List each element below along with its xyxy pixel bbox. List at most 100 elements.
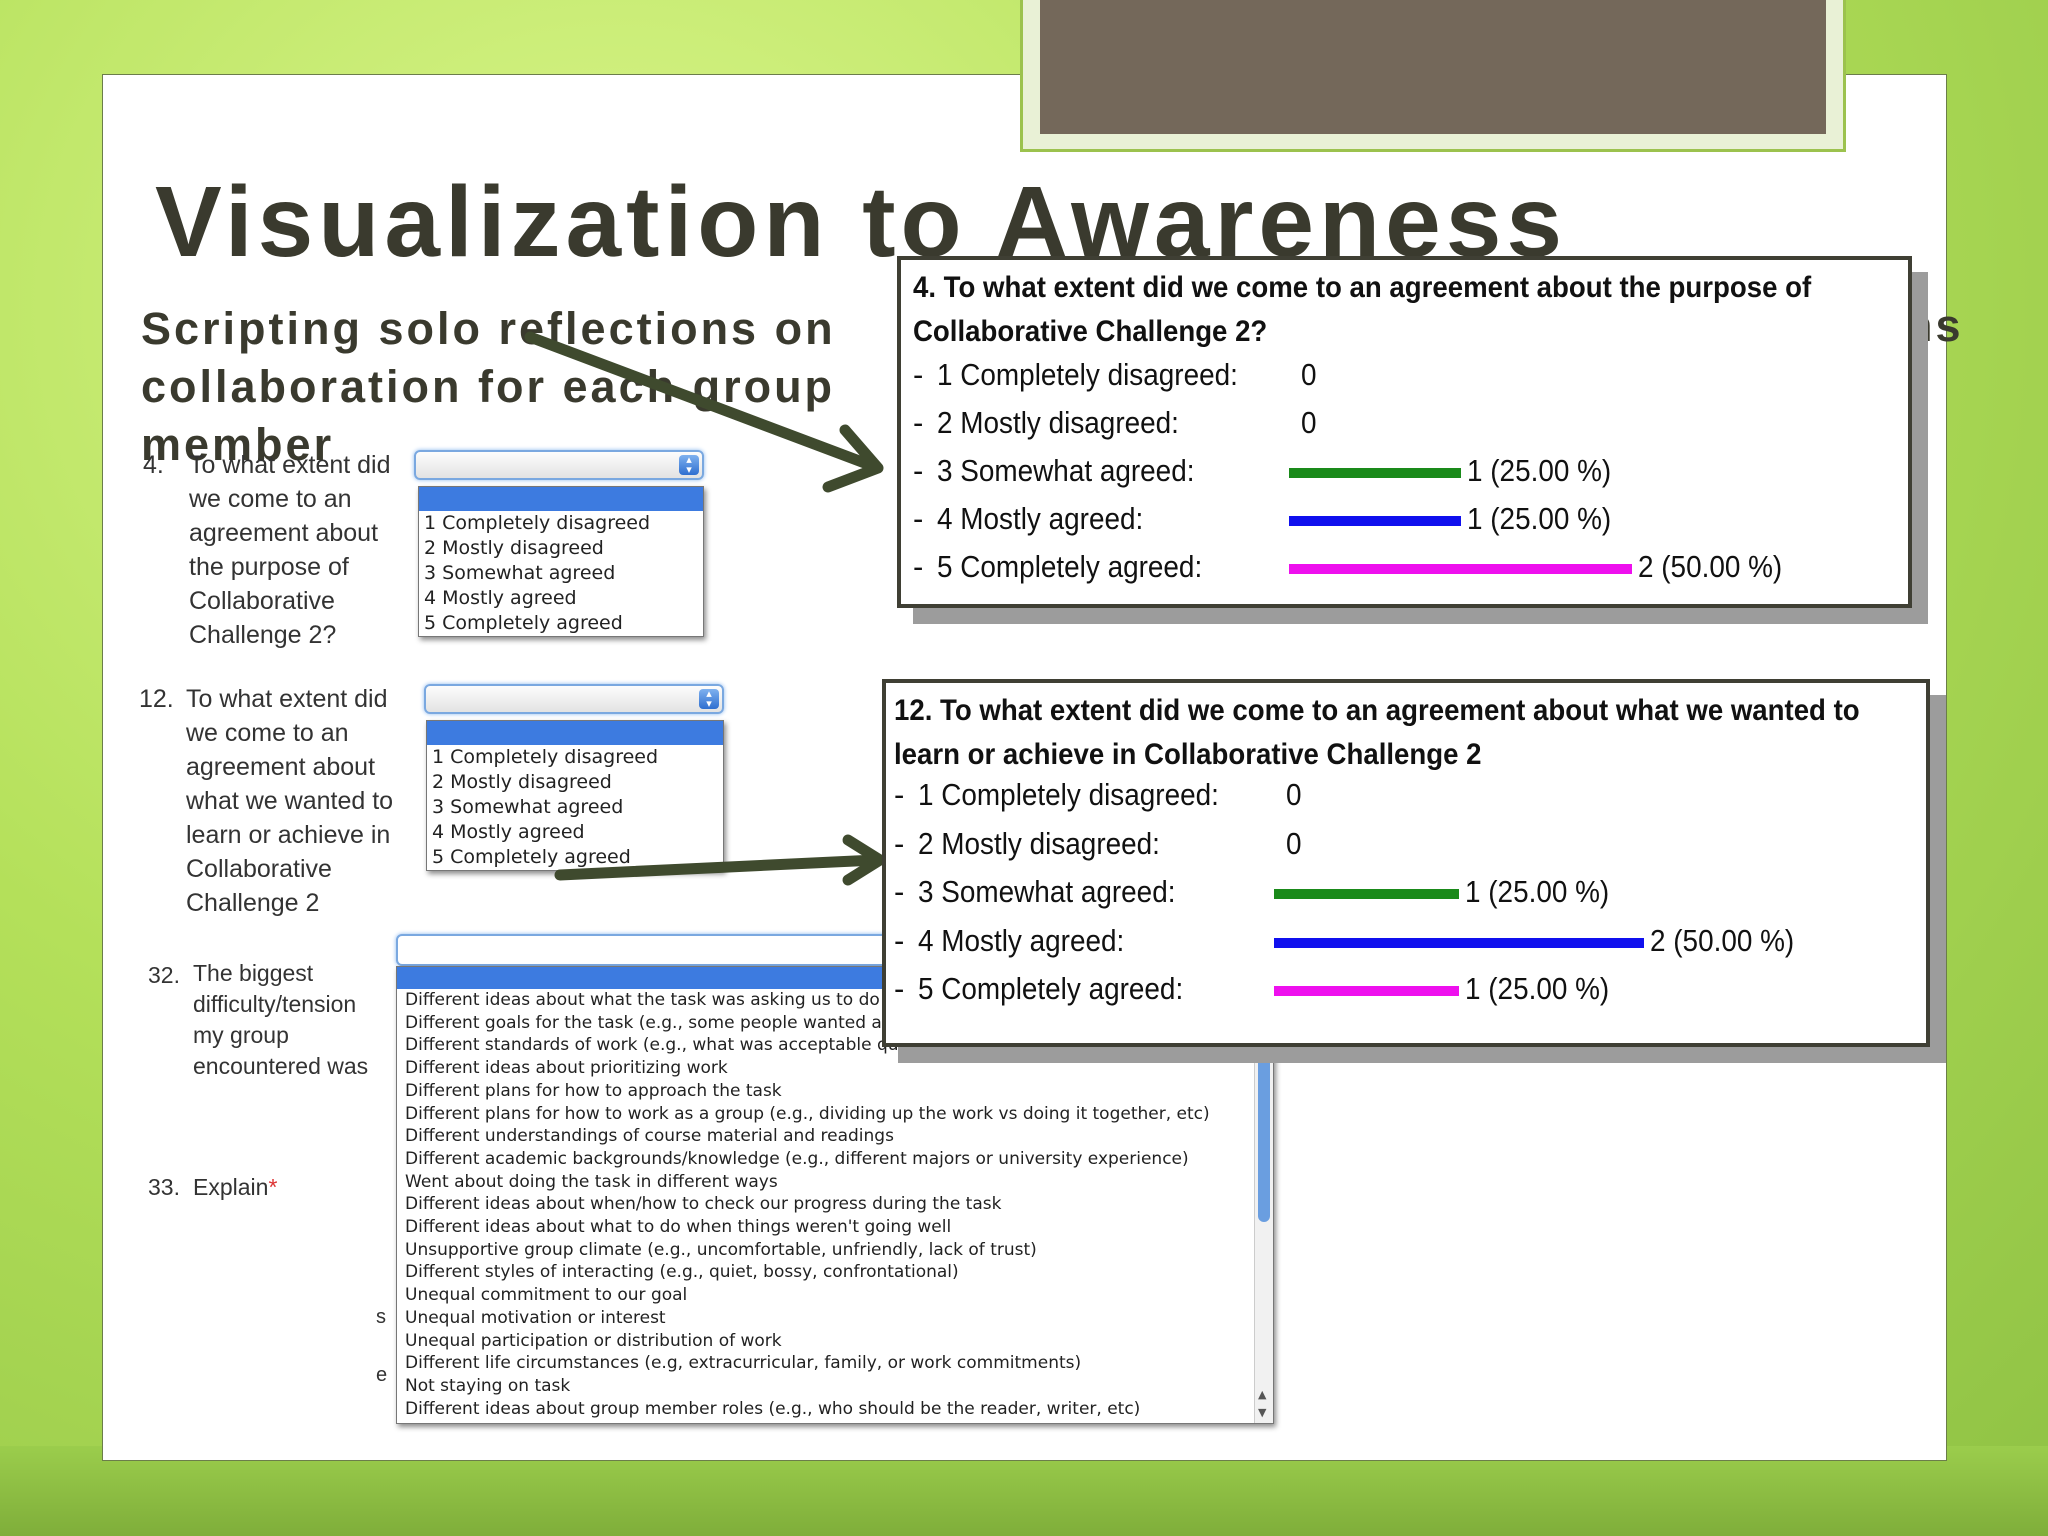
option-item[interactable]: 2 Mostly disagreed	[424, 537, 604, 559]
arrow-q4-head	[822, 424, 884, 493]
option-item[interactable]: 5 Completely agreed	[424, 612, 623, 634]
option-item[interactable]: 5 Completely agreed	[432, 846, 631, 868]
result-label: 4 Mostly agreed:	[937, 501, 1144, 536]
option-item[interactable]: Unequal participation or distribution of…	[405, 1330, 782, 1351]
option-item[interactable]: 4 Mostly agreed	[432, 821, 585, 843]
subtitle-overflow-text: ns	[1905, 300, 1964, 351]
option-item[interactable]: Different ideas about when/how to check …	[405, 1194, 1002, 1215]
result-dash: -	[913, 549, 924, 584]
result-label: 1 Completely disagreed:	[918, 777, 1219, 812]
q4-dropdown-list[interactable]: 1 Completely disagreed 2 Mostly disagreed…	[418, 486, 704, 637]
result-count: 1 (25.00 %)	[1465, 874, 1610, 909]
q12-select[interactable]: ▴ ▾	[424, 684, 724, 714]
result-label: 2 Mostly disagreed:	[937, 405, 1179, 440]
scroll-down-icon[interactable]: ▼	[1258, 1406, 1267, 1419]
q32-question-text: The biggest difficulty/tension my group …	[193, 960, 369, 1079]
option-item[interactable]: Different plans for how to approach the …	[405, 1080, 782, 1101]
result-row: 3 Somewhat agreed:	[918, 869, 1204, 915]
required-mark: *	[268, 1174, 278, 1200]
option-item[interactable]: Different life circumstances (e.g, extra…	[405, 1353, 1082, 1374]
arrow-q12	[554, 854, 882, 881]
result-row: 1 Completely disagreed:	[918, 772, 1252, 818]
option-item[interactable]: Not staying on task	[405, 1375, 571, 1396]
option-item[interactable]: Went about doing the task in different w…	[405, 1171, 778, 1192]
option-item[interactable]: Unsupportive group climate (e.g., uncomf…	[405, 1239, 1037, 1260]
stray-letter: s	[376, 1306, 386, 1328]
result-count: 0	[1301, 405, 1317, 440]
result-bar	[1289, 564, 1632, 574]
q33-number: 33.	[148, 1174, 180, 1200]
option-item[interactable]: 1 Completely disagreed	[432, 746, 659, 768]
q4-question-text: To what extent did we come to an agreeme…	[189, 451, 391, 649]
result-count: 1 (25.00 %)	[1467, 453, 1612, 488]
q4-number: 4.	[143, 451, 164, 479]
q12-number: 12.	[139, 685, 174, 713]
result-bar	[1289, 516, 1461, 526]
result-label: 5 Completely agreed:	[937, 549, 1203, 584]
result-dash: -	[913, 453, 924, 488]
option-item[interactable]: Different plans for how to work as a gro…	[405, 1103, 1210, 1124]
q33-text: Explain	[193, 1174, 269, 1200]
option-item[interactable]: Different academic backgrounds/knowledge…	[405, 1148, 1189, 1169]
q33-label: Explain*	[193, 1170, 277, 1204]
result-row: 5 Completely agreed:	[918, 966, 1213, 1012]
result-label: 3 Somewhat agreed:	[918, 874, 1176, 909]
result-dash: -	[913, 357, 924, 392]
result-dash: -	[894, 874, 905, 909]
q12-question-text: To what extent did we come to an agreeme…	[186, 685, 394, 917]
result-dash: -	[894, 922, 905, 958]
result-count: 0	[1286, 777, 1302, 812]
result-count: 0	[1301, 357, 1317, 392]
result-bar	[1274, 937, 1644, 948]
result-row: 4 Mostly agreed:	[918, 918, 1147, 964]
result-dash: -	[894, 777, 905, 812]
option-item[interactable]: 1 Completely disagreed	[424, 512, 651, 534]
result-count: 2 (50.00 %)	[1638, 549, 1783, 584]
arrow-q4	[524, 331, 876, 471]
q32-number: 32.	[148, 962, 180, 988]
scroll-up-icon[interactable]: ▲	[1258, 1388, 1267, 1401]
option-item[interactable]: Different ideas about what the task was …	[405, 990, 880, 1010]
option-item[interactable]: Different ideas about prioritizing work	[405, 1058, 728, 1079]
result-row: 4 Mostly agreed:	[937, 496, 1166, 542]
option-item[interactable]: Different ideas about group member roles…	[405, 1398, 1141, 1419]
result-dash: -	[913, 405, 924, 440]
option-item[interactable]: Different standards of work (e.g., what …	[405, 1035, 942, 1056]
option-item[interactable]: Unequal commitment to our goal	[405, 1285, 688, 1306]
q12-dropdown-list[interactable]: 1 Completely disagreed 2 Mostly disagreed…	[426, 720, 724, 871]
background-band	[0, 1446, 2048, 1536]
result-row: 5 Completely agreed:	[937, 544, 1232, 590]
q32-select[interactable]	[396, 934, 900, 966]
select-arrows-icon: ▴ ▾	[679, 455, 699, 476]
option-item[interactable]: Different goals for the task (e.g., some…	[405, 1012, 882, 1033]
result-bar	[1274, 986, 1459, 996]
result-dash: -	[894, 971, 905, 1006]
option-item[interactable]: Different understandings of course mater…	[405, 1126, 894, 1147]
result-row: 2 Mostly disagreed:	[937, 400, 1206, 446]
result-row: 2 Mostly disagreed:	[918, 821, 1187, 867]
result-row: 3 Somewhat agreed:	[937, 448, 1223, 494]
option-item[interactable]: 4 Mostly agreed	[424, 587, 577, 609]
select-arrows-icon: ▴ ▾	[699, 689, 719, 710]
option-item[interactable]: 2 Mostly disagreed	[432, 771, 612, 793]
results-title: 4. To what extent did we come to an agre…	[913, 271, 1812, 348]
results-panel-q4: 4. To what extent did we come to an agre…	[897, 256, 1912, 608]
q4-select[interactable]: ▴ ▾	[414, 450, 704, 480]
result-count: 1 (25.00 %)	[1465, 971, 1610, 1006]
result-label: 2 Mostly disagreed:	[918, 825, 1160, 861]
result-label: 3 Somewhat agreed:	[937, 453, 1195, 488]
dropdown-highlight	[419, 487, 703, 511]
dropdown-highlight	[427, 721, 723, 745]
result-bar	[1289, 468, 1461, 478]
option-item[interactable]: Different styles of interacting (e.g., q…	[405, 1262, 959, 1283]
result-label: 1 Completely disagreed:	[937, 357, 1238, 392]
decorative-block	[1040, 0, 1826, 134]
stray-letter: e	[376, 1364, 388, 1386]
option-item[interactable]: 3 Somewhat agreed	[432, 796, 624, 818]
result-count: 1 (25.00 %)	[1467, 501, 1612, 536]
option-item[interactable]: Different ideas about what to do when th…	[405, 1217, 952, 1238]
option-item[interactable]: Unequal motivation or interest	[405, 1307, 666, 1328]
option-item[interactable]: 3 Somewhat agreed	[424, 562, 616, 584]
result-label: 4 Mostly agreed:	[918, 922, 1125, 958]
